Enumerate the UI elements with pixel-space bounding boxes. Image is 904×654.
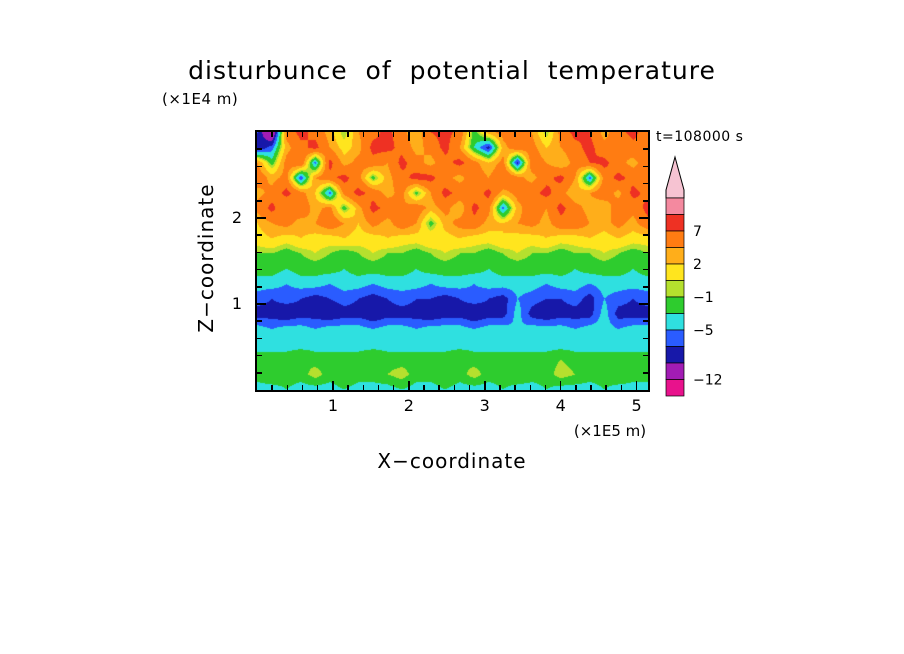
colorbar-cell	[665, 280, 685, 298]
x-tick-label: 4	[555, 396, 566, 415]
time-annotation: t=108000 s	[656, 129, 744, 145]
y-axis-unit-label: (×1E4 m)	[162, 90, 239, 108]
colorbar-cell	[665, 296, 685, 314]
colorbar-cell	[665, 313, 685, 331]
colorbar-cell	[665, 263, 685, 281]
heatmap-canvas	[257, 132, 648, 390]
x-tick-label: 3	[479, 396, 490, 415]
x-tick-label: 5	[631, 396, 642, 415]
x-axis-title: X−coordinate	[377, 449, 527, 473]
colorbar-cell	[665, 346, 685, 364]
colorbar-cell	[665, 197, 685, 215]
page-title: disturbunce of potential temperature	[188, 56, 716, 85]
x-tick-label: 1	[327, 396, 339, 415]
colorbar-overflow-arrow	[665, 155, 685, 199]
colorbar-cell	[665, 230, 685, 248]
colorbar-cell	[665, 379, 685, 397]
colorbar-cell	[665, 214, 685, 232]
colorbar-label: 2	[693, 257, 702, 273]
colorbar-cell	[665, 247, 685, 265]
y-tick-label: 2	[231, 208, 242, 227]
colorbar-label: −1	[693, 290, 714, 306]
colorbar-label: −12	[693, 373, 723, 389]
heatmap-plot-area	[255, 130, 650, 392]
colorbar-cell	[665, 362, 685, 380]
y-axis-title: Z−coordinate	[194, 183, 218, 333]
colorbar: 7 2 −1 −5 −12	[665, 155, 723, 397]
colorbar-label: 7	[693, 224, 702, 240]
y-tick-label: 1	[231, 294, 242, 313]
colorbar-cell	[665, 329, 685, 347]
x-tick-label: 2	[403, 396, 414, 415]
x-axis-unit-label: (×1E5 m)	[573, 422, 647, 440]
colorbar-label: −5	[693, 323, 714, 339]
